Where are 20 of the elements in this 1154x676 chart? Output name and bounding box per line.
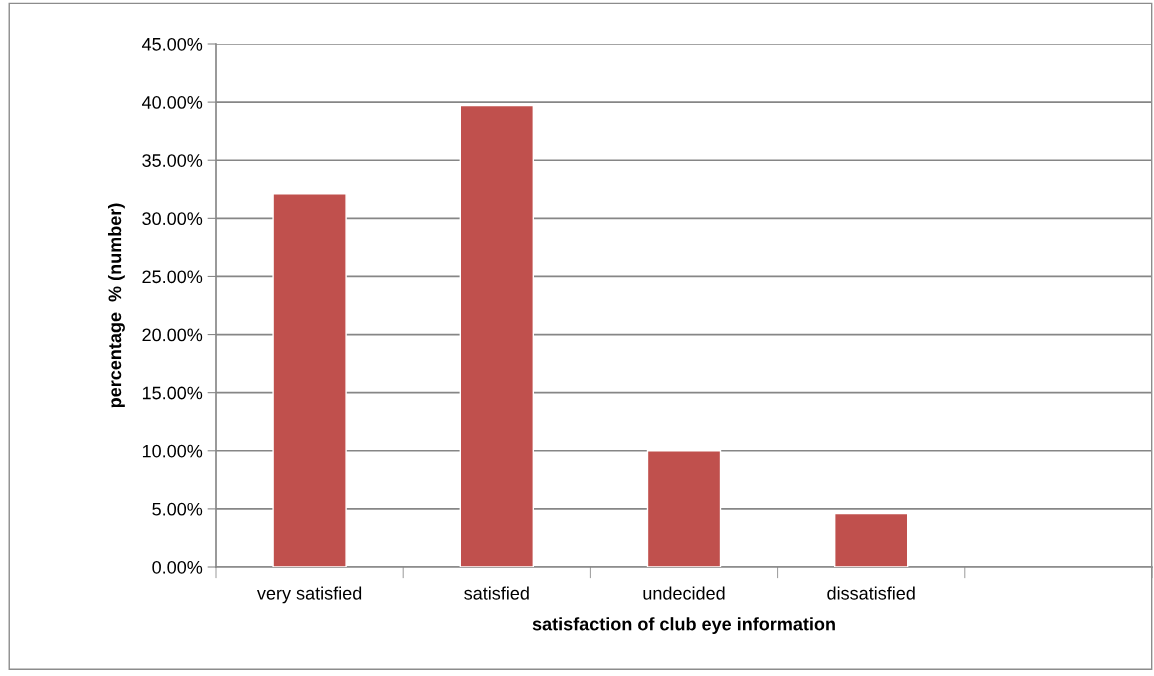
bar	[646, 450, 722, 567]
bar	[272, 193, 347, 567]
y-tick-label: 5.00%	[152, 502, 203, 516]
y-tick-label: 45.00%	[141, 37, 203, 51]
x-axis-title: satisfaction of club eye information	[532, 617, 835, 634]
x-tick-label: undecided	[643, 586, 725, 600]
bar	[459, 104, 534, 567]
y-tick-label: 10.00%	[142, 444, 203, 458]
x-tick-label: dissatisfied	[827, 586, 915, 600]
y-tick-label: 15.00%	[142, 386, 203, 400]
y-axis-title: percentage % (number)	[108, 203, 125, 408]
x-tick-label: satisfied	[464, 586, 529, 600]
y-tick-label: 20.00%	[142, 328, 203, 342]
y-tick-label: 0.00%	[152, 560, 203, 574]
y-tick-label: 40.00%	[141, 96, 203, 109]
y-tick-label: 25.00%	[142, 270, 203, 284]
y-tick-label: 30.00%	[142, 212, 203, 226]
bar	[834, 512, 909, 567]
x-tick-label: very satisfied	[256, 586, 362, 604]
y-tick-label: 35.00%	[142, 154, 203, 167]
